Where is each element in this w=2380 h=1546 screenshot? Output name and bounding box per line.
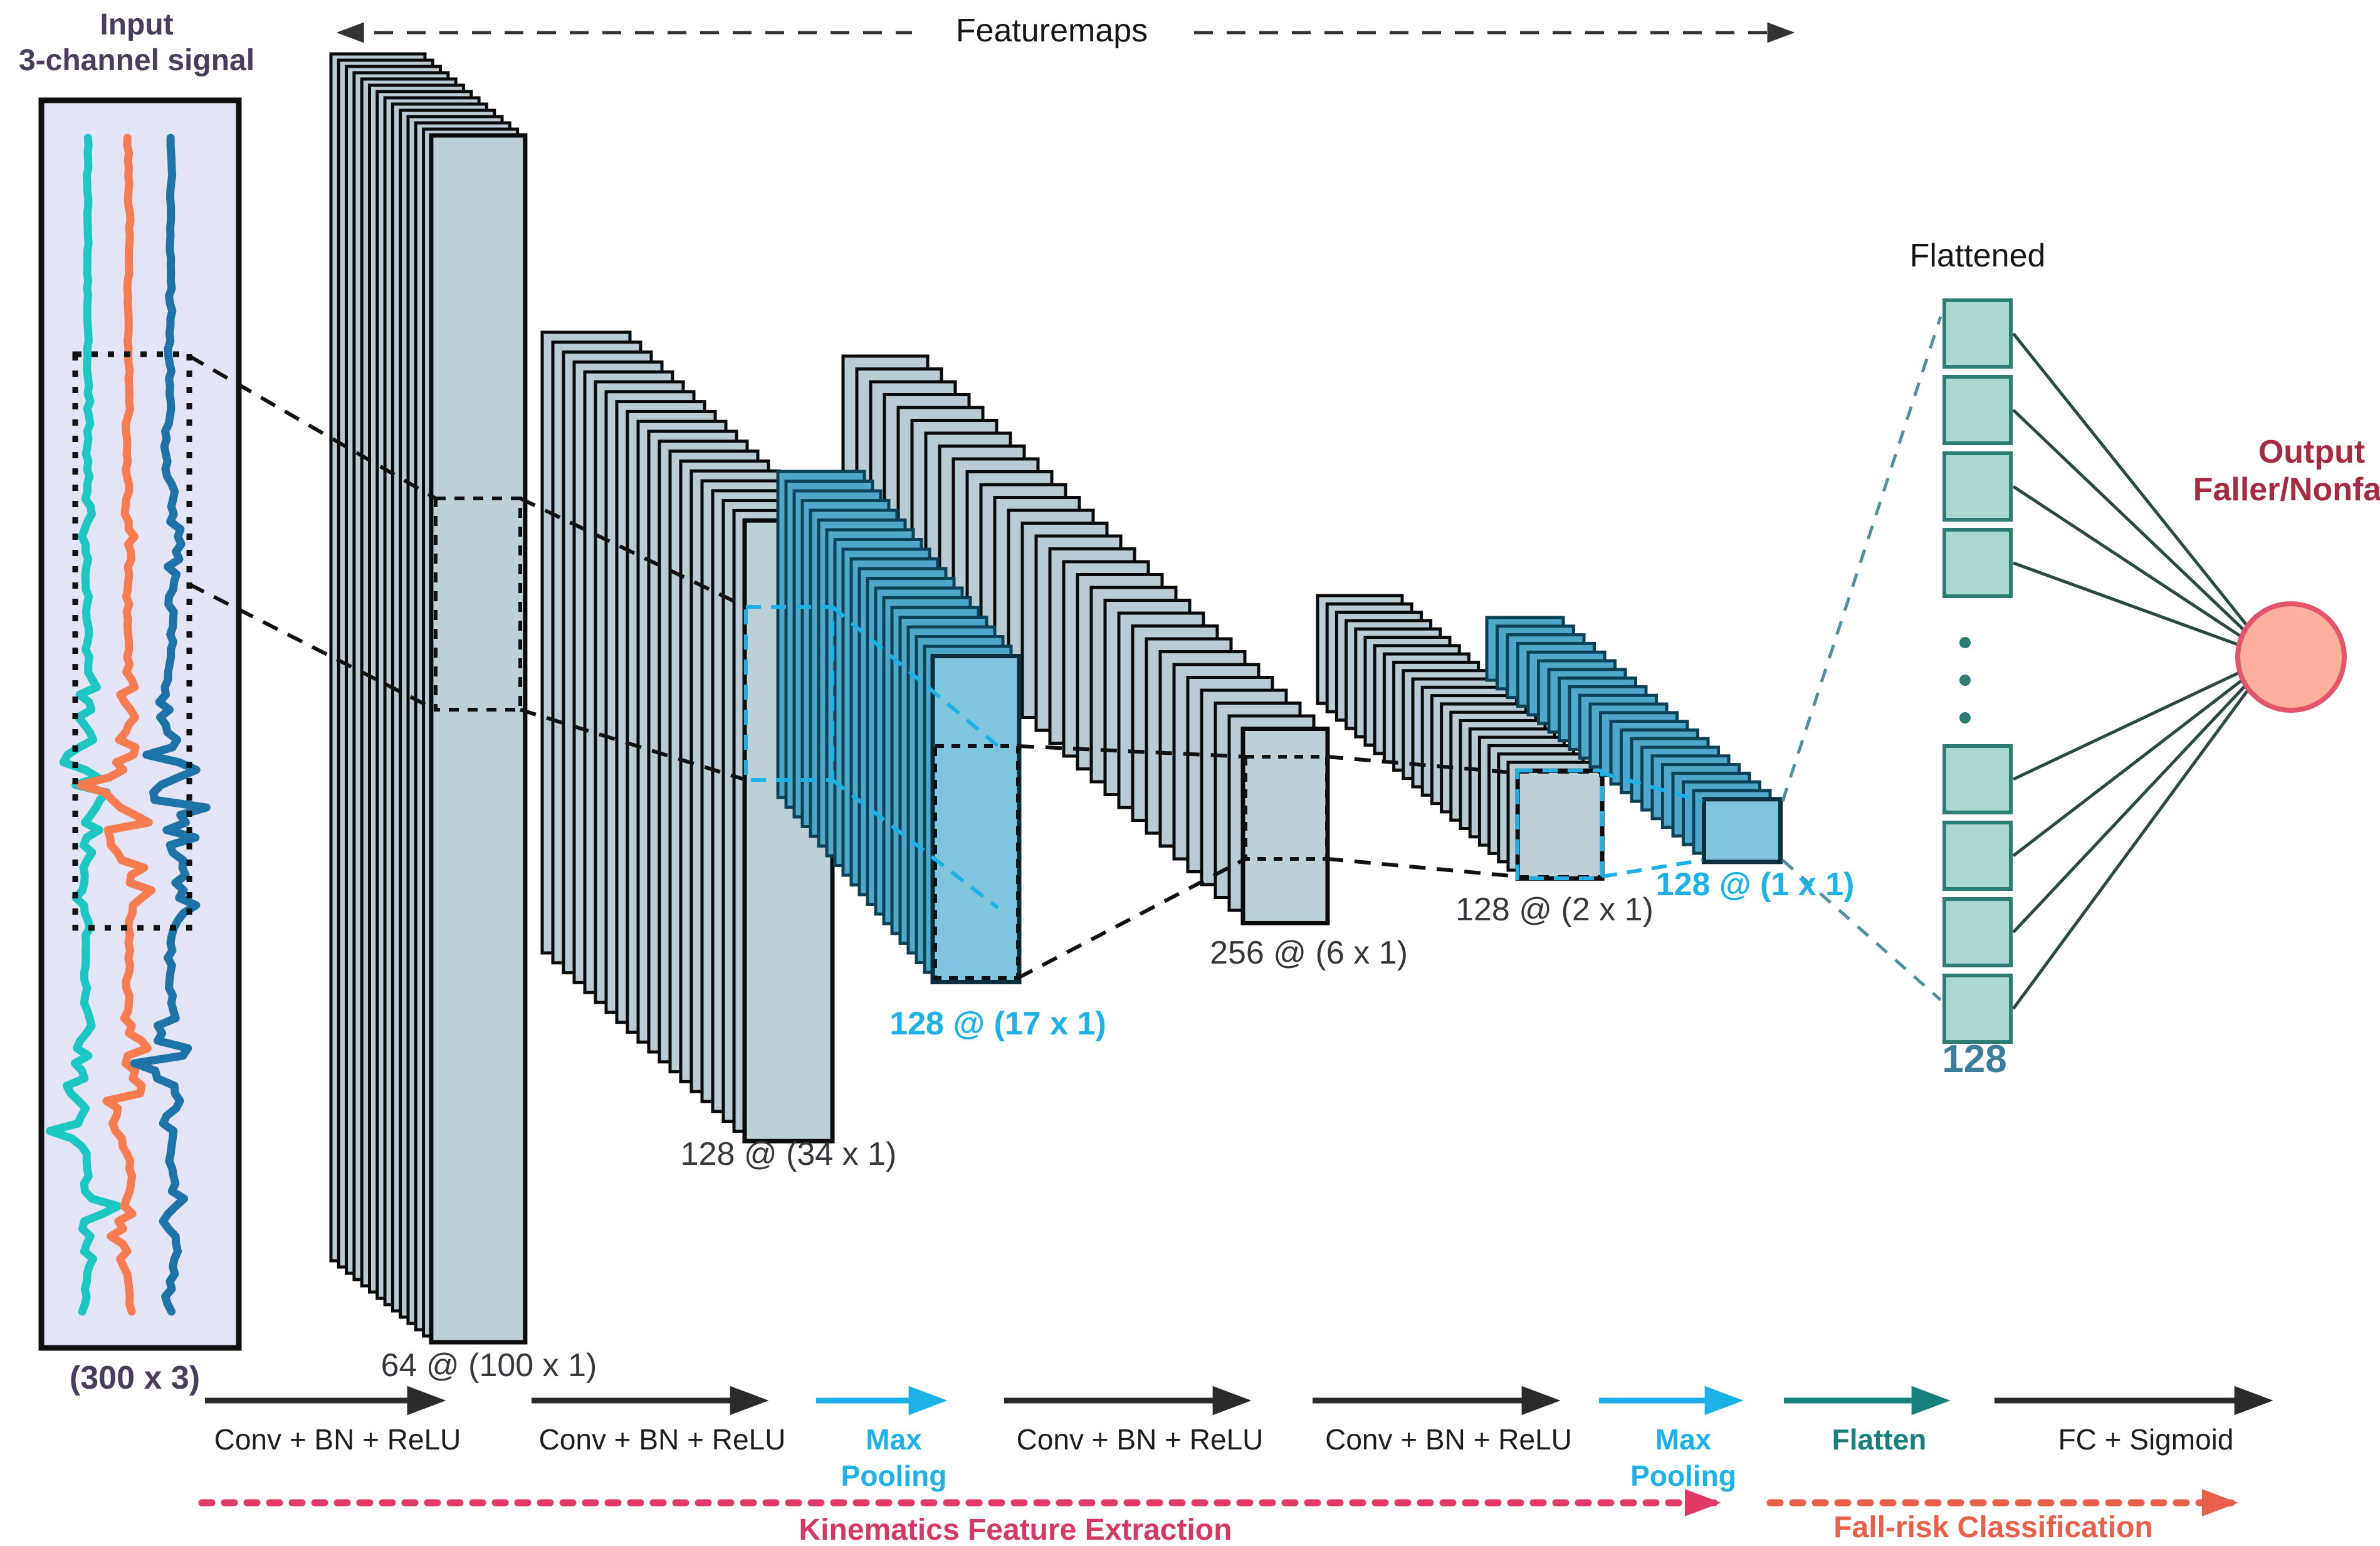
flatten-connectors	[1781, 316, 1942, 1001]
pipeline-step-label: Conv + BN + ReLU	[214, 1423, 461, 1456]
phase-label-fallrisk: Fall-risk Classification	[1833, 1511, 2153, 1544]
layer-label-pool1: 128 @ (17 x 1)	[889, 1006, 1106, 1042]
flattened-square	[1942, 298, 2013, 369]
featuremap-stack-conv1	[329, 52, 528, 1345]
pipeline-step-label: Conv + BN + ReLU	[1325, 1423, 1572, 1456]
output-title-line1: Output	[2258, 434, 2365, 470]
flattened-count: 128	[1942, 1038, 2006, 1081]
signal-blue-trace	[130, 134, 211, 1316]
pipeline-step-label: Flatten	[1832, 1423, 1927, 1456]
window-conv1	[434, 497, 522, 712]
featuremap-stack-conv4	[1316, 594, 1605, 881]
ellipsis-dot	[1959, 637, 1971, 648]
input-title-line1: Input	[100, 8, 173, 41]
flattened-vector	[1942, 298, 2013, 1044]
pipeline-step-1: Conv + BN + ReLU	[205, 1386, 461, 1456]
fc-connection-line	[2012, 332, 2273, 658]
featuremap-stack-pool1	[776, 470, 1022, 984]
ellipsis-dot	[1959, 675, 1971, 686]
window-conv2	[744, 605, 834, 782]
pipeline-step-label: Conv + BN + ReLU	[539, 1423, 786, 1456]
flattened-square	[1942, 821, 2013, 891]
layer-label-conv4: 128 @ (2 x 1)	[1455, 891, 1654, 928]
fully-connected-lines	[2011, 332, 2274, 1010]
pipeline-step-label: FC + Sigmoid	[2058, 1423, 2234, 1456]
featuremap-front-plate	[930, 654, 1022, 984]
pipeline-step-5: Conv + BN + ReLU	[1313, 1386, 1572, 1456]
pipeline-step-label: Max	[1655, 1423, 1712, 1456]
flattened-square	[1942, 451, 2013, 522]
layer-label-conv2: 128 @ (34 x 1)	[681, 1136, 897, 1172]
featuremap-front-plate	[429, 133, 528, 1345]
featuremaps-title: Featuremaps	[956, 13, 1148, 49]
receptive-field-connectors	[188, 354, 1602, 980]
layer-label-conv1: 64 @ (100 x 1)	[381, 1347, 597, 1384]
layer-label-pool2: 128 @ (1 x 1)	[1656, 866, 1855, 903]
signal-cyan-trace	[45, 134, 122, 1316]
pipeline-step-label: Max	[866, 1423, 922, 1456]
fc-connection-line	[2012, 409, 2273, 658]
window-conv3	[1244, 755, 1329, 861]
pipeline-step-4: Conv + BN + ReLU	[1004, 1386, 1264, 1456]
flattened-square	[1942, 528, 2013, 598]
pipeline-step-2: Conv + BN + ReLU	[532, 1386, 786, 1456]
layer-label-conv3: 256 @ (6 x 1)	[1210, 935, 1408, 971]
flattened-title: Flattened	[1910, 238, 2046, 274]
pipeline-steps: Conv + BN + ReLU Conv + BN + ReLU MaxPooli…	[205, 1386, 2273, 1492]
window-conv4	[1516, 769, 1604, 880]
featuremap-stacks	[329, 52, 1783, 1345]
input-dimensions: (300 x 3)	[70, 1360, 200, 1396]
pipeline-step-7: Flatten	[1784, 1386, 1951, 1456]
pipeline-step-label: Pooling	[841, 1459, 947, 1492]
phase-label-kinematics: Kinematics Feature Extraction	[799, 1513, 1232, 1546]
pipeline-step-label: Pooling	[1630, 1459, 1736, 1492]
flattened-square	[1942, 974, 2013, 1044]
signal-orange-trace	[76, 134, 155, 1316]
featuremap-front-plate	[1240, 727, 1330, 925]
input-signal-panel	[38, 97, 242, 1351]
featuremap-front-plate	[1515, 768, 1605, 881]
output-neuron	[2235, 601, 2347, 713]
fc-connection-line	[2011, 656, 2274, 1010]
output-title-line2: Faller/Nonfaller	[2193, 471, 2380, 508]
flattened-square	[1942, 897, 2013, 967]
window-pool1	[933, 744, 1020, 980]
fc-connection-line	[2012, 485, 2273, 659]
input-waveforms	[45, 134, 211, 1316]
pooling-connectors-cyan	[744, 605, 1703, 910]
flattened-square	[1942, 744, 2013, 814]
input-title-line2: 3-channel signal	[19, 44, 254, 77]
pipeline-step-8: FC + Sigmoid	[1995, 1386, 2273, 1456]
fc-connection-line	[2012, 655, 2273, 781]
ellipsis-dot	[1959, 712, 1971, 723]
fc-connection-line	[2013, 561, 2273, 659]
featuremap-front-plate	[1702, 797, 1783, 865]
pipeline-step-label: Conv + BN + ReLU	[1017, 1423, 1264, 1456]
featuremap-stack-pool2	[1485, 616, 1783, 865]
fc-connection-line	[2012, 656, 2273, 857]
fc-connection-line	[2012, 656, 2273, 933]
featuremap-stack-conv3	[841, 354, 1330, 925]
flattened-square	[1942, 375, 2013, 445]
